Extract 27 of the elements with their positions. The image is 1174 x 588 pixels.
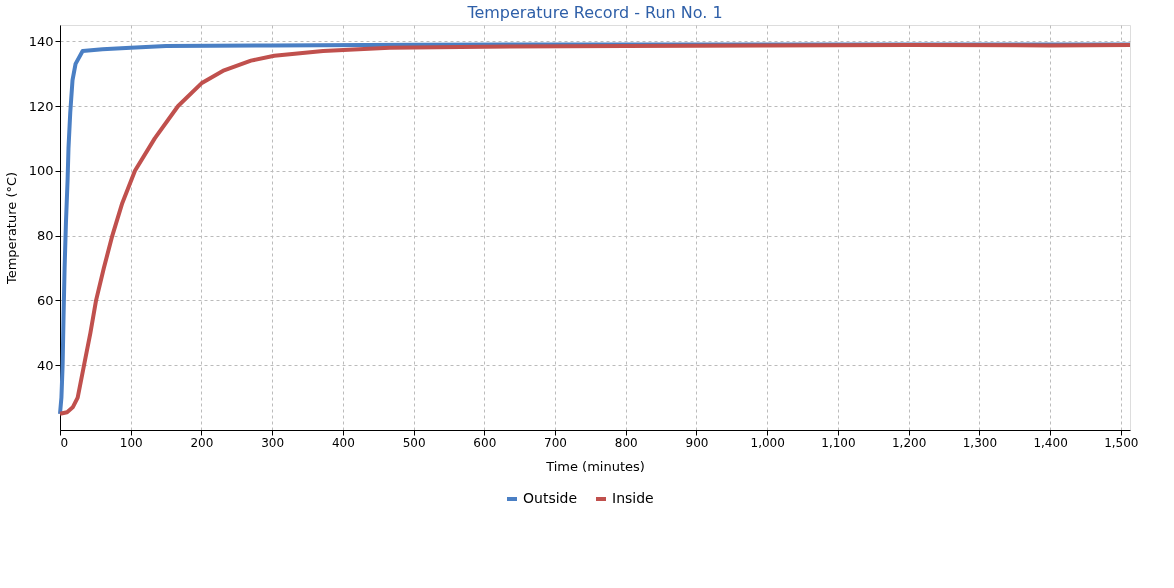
x-tick-label: 400 [331,435,355,450]
y-tick-label: 100 [28,163,54,179]
x-tick-label: 500 [402,435,426,450]
x-tick-label: 600 [473,435,497,450]
x-tick-label: 1,500 [1104,435,1139,450]
chart-title: Temperature Record - Run No. 1 [466,3,723,22]
x-tick-label: 1,100 [821,435,856,450]
x-tick-label: 200 [190,435,214,450]
x-tick-label: 1,300 [962,435,998,450]
x-tick-label: 100 [119,435,143,450]
x-tick-label: 300 [261,435,285,450]
y-axis-title: Temperature (°C) [3,171,19,286]
legend-label: Inside [612,490,654,506]
x-tick-label: 1,200 [891,435,927,450]
x-tick-label: 700 [544,435,567,450]
x-tick-label: 0 [60,435,69,450]
x-tick-label: 1,000 [750,435,785,450]
y-tick-label: 40 [36,357,54,373]
x-tick-label: 800 [614,435,638,450]
legend-label: Outside [523,490,578,506]
y-tick-label: 80 [36,228,54,244]
y-tick-label: 120 [28,98,54,114]
x-tick-label: 1,400 [1033,435,1068,450]
y-tick-label: 60 [36,292,54,308]
x-tick-label: 900 [685,435,709,450]
x-axis-title: Time (minutes) [545,458,645,474]
y-tick-label: 140 [28,33,54,49]
